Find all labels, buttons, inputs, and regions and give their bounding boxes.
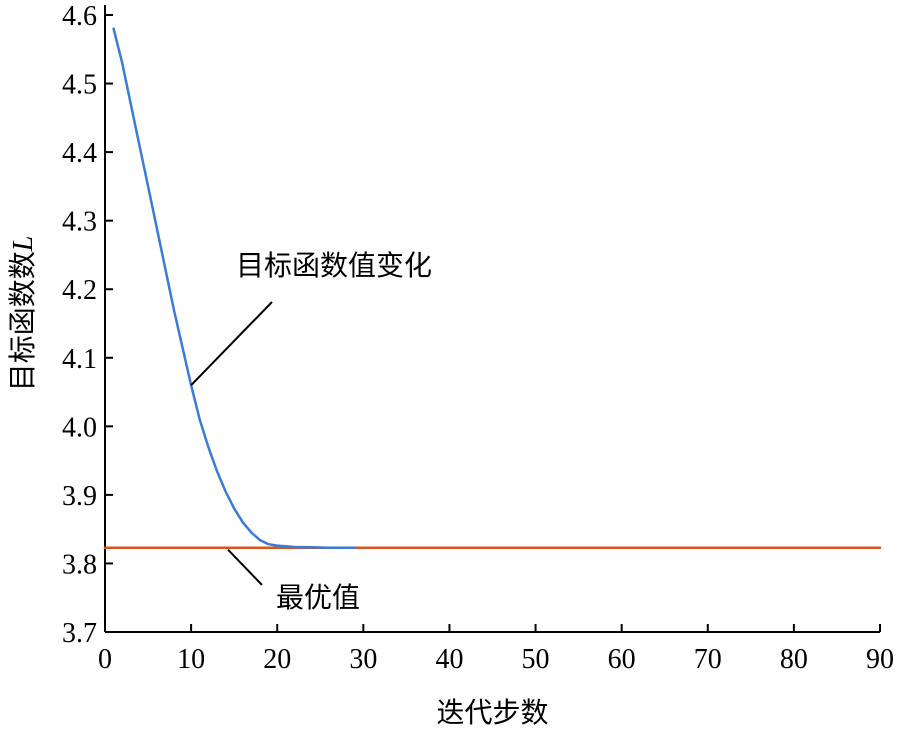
annotation-label-objective: 目标函数值变化: [236, 249, 432, 282]
y-tick-label: 4.0: [62, 412, 97, 443]
x-tick-label: 50: [522, 644, 550, 675]
y-tick-label: 4.6: [62, 1, 97, 32]
y-tick-label: 4.1: [62, 344, 97, 375]
series-layer: [103, 27, 882, 549]
y-axis-title: 目标函数数L: [6, 236, 39, 392]
x-tick-label: 70: [694, 644, 722, 675]
y-axis-title-variable: L: [8, 236, 39, 253]
x-tick-label: 20: [263, 644, 291, 675]
objective-curve-series: [112, 27, 356, 549]
annotation-leader-line: [190, 301, 273, 386]
x-tick-label: 40: [435, 644, 463, 675]
y-tick-label: 3.8: [62, 549, 97, 580]
annotation-leader-line: [227, 548, 263, 586]
y-ticks: 3.7 3.8 3.9 4.0 4.1 4.2 4.3 4.4 4.5 4.6: [62, 1, 113, 649]
y-tick-label: 4.5: [62, 70, 97, 101]
x-tick-label: 60: [608, 644, 636, 675]
x-axis-title: 迭代步数: [436, 696, 548, 729]
y-axis-title-text: 目标函数数: [6, 251, 39, 391]
plot-area: 0 10 20 30 40 50 60 70 80 90 3.7 3.8 3.9 4.0 4.1 4.2 4.…: [62, 1, 894, 675]
x-ticks: 0 10 20 30 40 50 60 70 80 90: [98, 624, 894, 675]
y-tick-label: 3.9: [62, 481, 97, 512]
x-tick-label: 0: [98, 644, 112, 675]
x-tick-label: 90: [866, 644, 894, 675]
y-tick-label: 3.7: [62, 618, 97, 649]
annotation-label-optimum: 最优值: [276, 581, 360, 614]
y-tick-label: 4.2: [62, 275, 97, 306]
x-tick-label: 10: [177, 644, 205, 675]
x-tick-label: 80: [780, 644, 808, 675]
y-tick-label: 4.4: [62, 138, 97, 169]
y-tick-label: 4.3: [62, 207, 97, 238]
x-tick-label: 30: [349, 644, 377, 675]
